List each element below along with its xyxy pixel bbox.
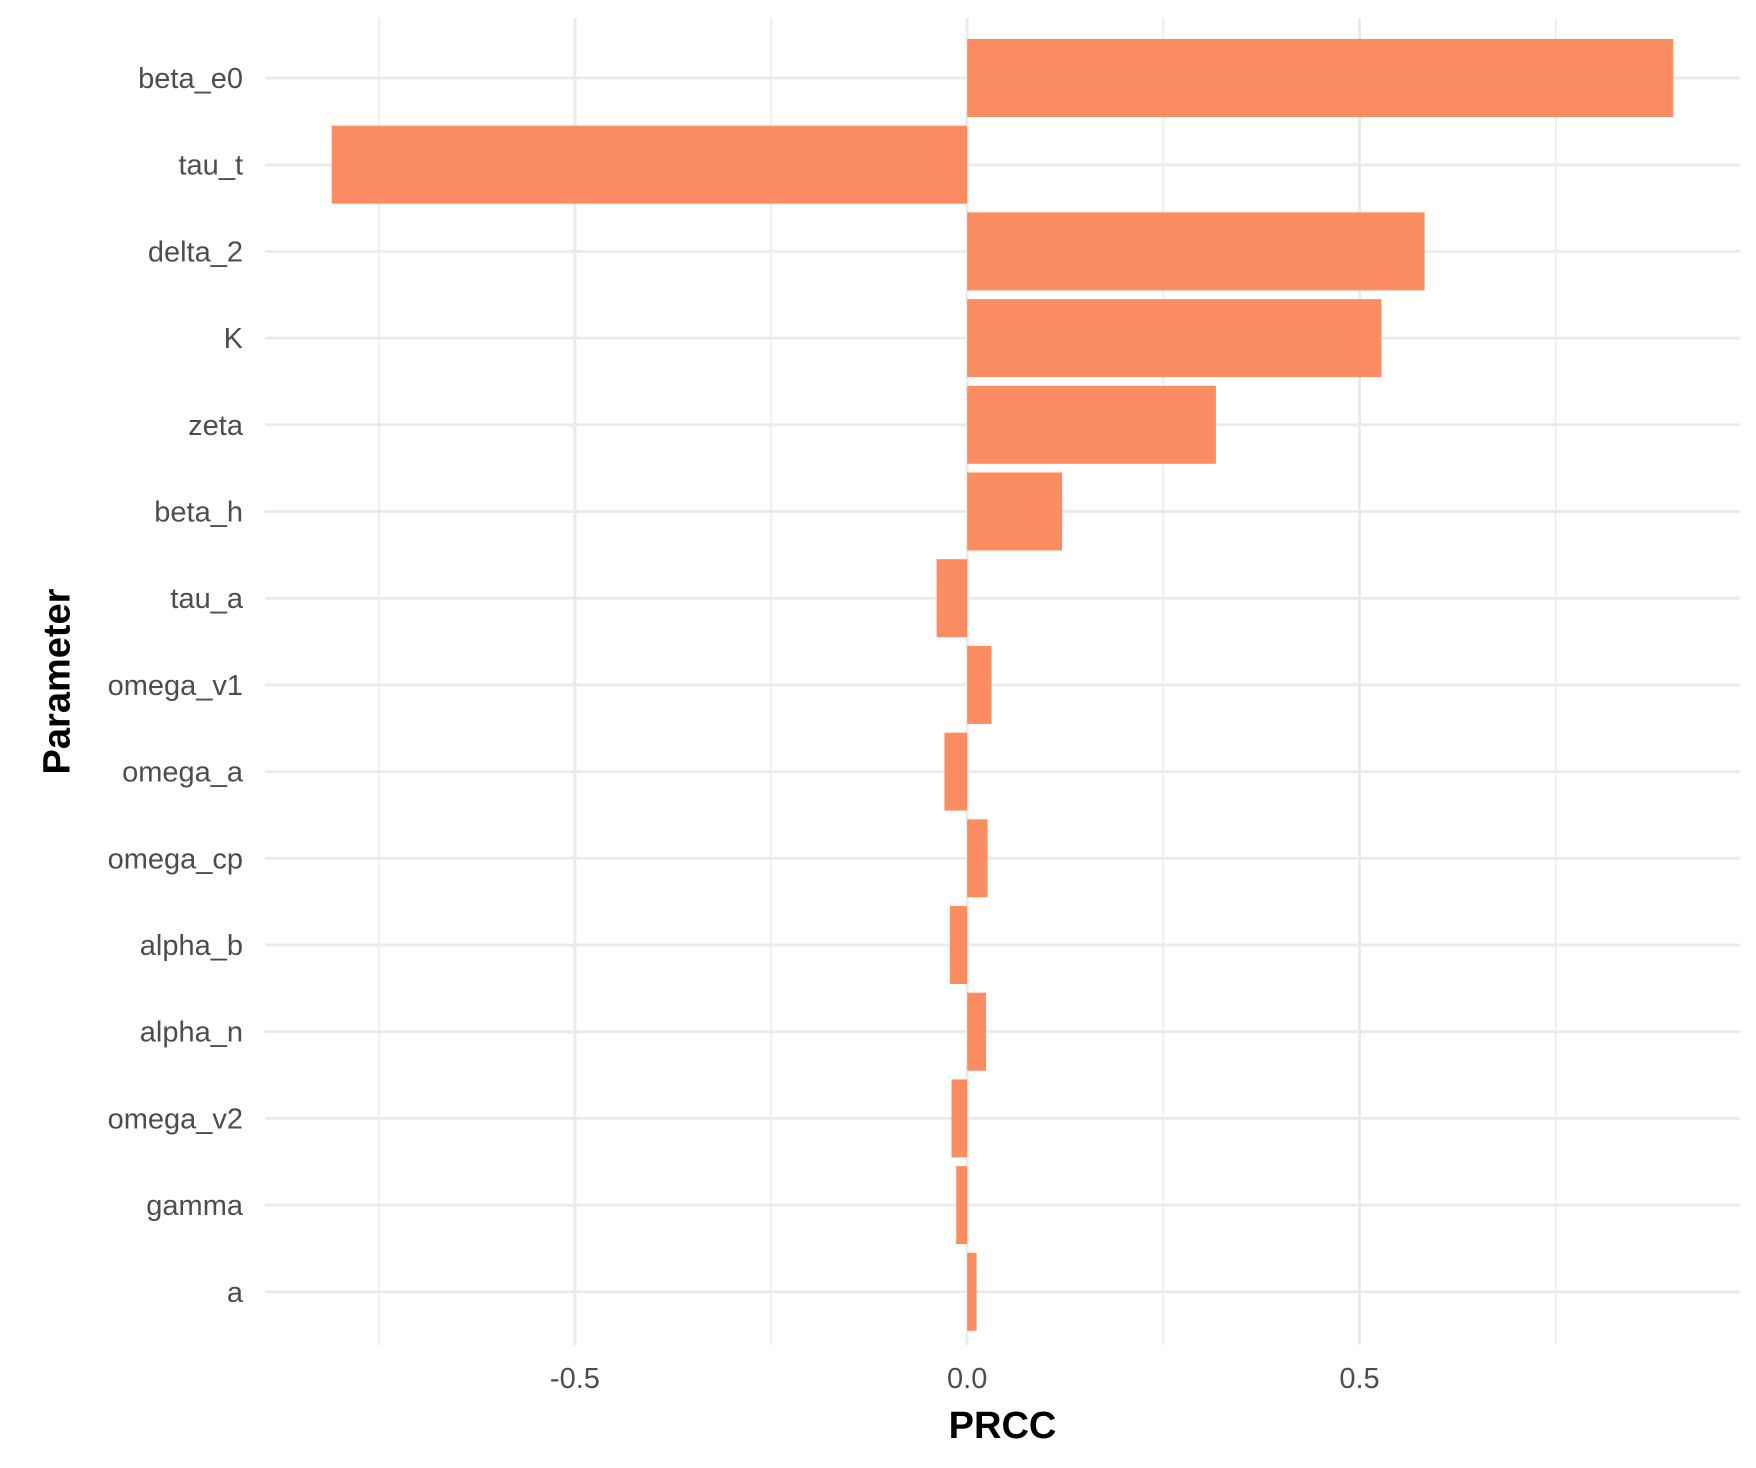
bars [331,39,1674,1331]
y-tick-label: a [227,1277,244,1309]
bar-beta_e0 [967,39,1674,117]
x-tick-labels: -0.5 0.0 0.5 [550,1363,1380,1395]
y-axis-title: Parameter [36,588,78,774]
y-tick-label: omega_cp [108,843,243,875]
y-tick-label: omega_v2 [108,1103,243,1135]
bar-zeta [967,385,1216,464]
y-tick-label: tau_t [179,150,244,182]
bar-alpha_b [949,906,968,984]
bar-K [967,299,1382,378]
bar-omega_a [944,732,968,811]
x-tick-label: 0.5 [1339,1363,1379,1395]
bar-omega_cp [967,819,988,898]
bar-a [967,1252,977,1331]
y-tick-label: gamma [146,1190,244,1222]
y-tick-label: zeta [188,410,244,442]
bar-tau_a [936,559,968,638]
bar-alpha_n [967,992,987,1071]
y-tick-label: omega_a [122,757,244,789]
bar-beta_h [967,472,1063,551]
y-tick-label: alpha_b [140,930,243,962]
x-tick-label: -0.5 [550,1363,600,1395]
y-tick-label: omega_v1 [108,670,243,702]
y-tick-label: beta_h [154,497,243,529]
bar-gamma [956,1166,968,1245]
bar-omega_v1 [967,645,992,724]
y-tick-label: K [224,323,244,355]
y-tick-label: delta_2 [148,236,243,268]
bar-tau_t [331,125,968,204]
y-tick-label: tau_a [170,583,243,615]
x-axis-title: PRCC [949,1405,1057,1447]
x-tick-label: 0.0 [947,1363,987,1395]
y-tick-label: beta_e0 [138,63,243,95]
y-tick-label: alpha_n [140,1017,243,1049]
bar-omega_v2 [951,1079,968,1158]
bar-delta_2 [967,212,1425,291]
